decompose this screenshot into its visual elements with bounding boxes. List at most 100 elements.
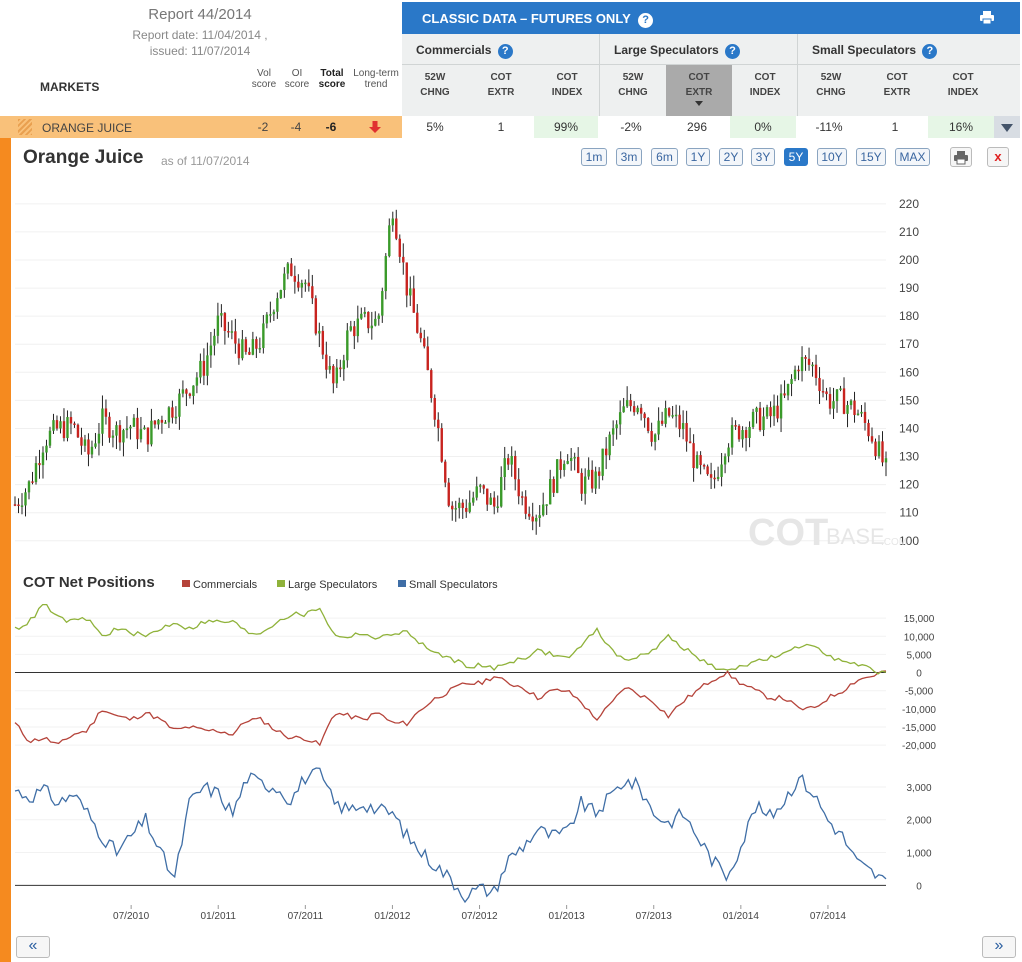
next-page-button[interactable]: » xyxy=(982,936,1016,958)
col-comm-cot-index[interactable]: COT INDEX xyxy=(534,70,600,100)
col-lspec-52w-chng[interactable]: 52W CHNG xyxy=(600,70,666,100)
col-label: COT xyxy=(886,72,908,83)
col-sspec-cot-index[interactable]: COT INDEX xyxy=(930,70,996,100)
candle-body xyxy=(493,497,496,507)
candle-body xyxy=(83,439,87,446)
small-spec-tick-label: 1,000 xyxy=(906,849,931,860)
candle-body xyxy=(741,430,744,440)
candle-body xyxy=(209,345,213,356)
candle-body xyxy=(115,425,118,436)
candle-body xyxy=(111,435,115,438)
candle-body xyxy=(622,406,625,413)
help-icon[interactable]: ? xyxy=(638,13,654,28)
help-icon[interactable]: ? xyxy=(725,44,741,59)
candle-body xyxy=(416,312,419,333)
candle-body xyxy=(832,401,835,409)
candle-body xyxy=(293,275,297,282)
x-tick-label: 07/2010 xyxy=(113,911,150,922)
candle-body xyxy=(566,461,569,464)
chart-as-of: as of 11/07/2014 xyxy=(161,154,250,168)
oi-score-value: -4 xyxy=(290,120,302,134)
candle-body xyxy=(146,427,150,445)
range-5y-button[interactable]: 5Y xyxy=(784,148,808,166)
col-label: CHNG xyxy=(420,87,450,98)
classic-data-title: CLASSIC DATA – FUTURES ONLY ? xyxy=(422,11,654,28)
range-1y-button[interactable]: 1Y xyxy=(686,148,710,166)
candle-body xyxy=(24,492,27,506)
candle-body xyxy=(716,476,720,479)
range-3m-button[interactable]: 3m xyxy=(616,148,642,166)
col-lspec-cot-extr[interactable]: COT EXTR xyxy=(666,65,732,116)
candle-body xyxy=(38,463,41,466)
candle-body xyxy=(223,313,227,331)
range-3y-button[interactable]: 3Y xyxy=(751,148,775,166)
legend-label-large-spec[interactable]: Large Speculators xyxy=(288,579,378,591)
print-chart-button[interactable] xyxy=(950,147,972,167)
cell-lspec-index: 0% xyxy=(730,116,796,138)
candle-body xyxy=(339,367,342,370)
candle-body xyxy=(706,466,709,475)
market-name[interactable]: ORANGE JUICE xyxy=(42,121,133,135)
candle-body xyxy=(297,281,300,288)
candle-body xyxy=(783,393,786,396)
col-sspec-cot-extr[interactable]: COT EXTR xyxy=(864,70,930,100)
range-max-button[interactable]: MAX xyxy=(895,148,930,166)
candle-body xyxy=(409,288,412,296)
drag-handle-icon[interactable] xyxy=(18,119,32,135)
cot-tick-label: 15,000 xyxy=(904,614,935,625)
price-tick-label: 150 xyxy=(899,393,919,407)
candle-body xyxy=(381,291,384,316)
time-x-axis: 07/2010 01/2011 07/2011 01/2012 07/2012 01/20… xyxy=(113,905,846,922)
x-tick-label: 01/2014 xyxy=(723,911,760,922)
oi-score-line2: score xyxy=(284,79,310,90)
prev-page-button[interactable]: « xyxy=(16,936,50,958)
col-lspec-cot-index[interactable]: COT INDEX xyxy=(732,70,798,100)
range-1m-button[interactable]: 1m xyxy=(581,148,607,166)
price-tick-label: 180 xyxy=(899,309,919,323)
candle-body xyxy=(314,298,318,334)
candle-body xyxy=(590,469,594,489)
candle-body xyxy=(465,507,468,512)
range-6m-button[interactable]: 6m xyxy=(651,148,678,166)
candle-body xyxy=(678,414,681,430)
market-row-orange-juice[interactable]: ORANGE JUICE -2 -4 -6 5% 1 99% -2% 296 0… xyxy=(0,116,1020,138)
candle-body xyxy=(846,405,849,414)
candle-body xyxy=(583,476,587,494)
price-tick-label: 170 xyxy=(899,337,919,351)
col-comm-cot-extr[interactable]: COT EXTR xyxy=(468,70,534,100)
range-10y-button[interactable]: 10Y xyxy=(817,148,847,166)
candle-body xyxy=(734,425,737,427)
group-small-spec-title: Small Speculators ? xyxy=(812,43,938,59)
watermark-base: BASE xyxy=(826,524,885,549)
candle-body xyxy=(227,330,230,333)
candle-body xyxy=(611,428,615,435)
printer-icon[interactable] xyxy=(980,11,994,24)
candle-body xyxy=(454,508,457,510)
candle-body xyxy=(104,408,108,417)
candle-body xyxy=(608,434,611,456)
price-tick-label: 220 xyxy=(899,197,919,211)
legend-label-small-spec[interactable]: Small Speculators xyxy=(409,579,498,591)
oi-score-header: OI score xyxy=(281,68,313,90)
expand-dropdown-button[interactable] xyxy=(994,116,1020,138)
range-15y-button[interactable]: 15Y xyxy=(856,148,886,166)
candle-body xyxy=(300,282,304,288)
trend-down-arrow-icon xyxy=(369,121,381,133)
col-comm-52w-chng[interactable]: 52W CHNG xyxy=(402,70,468,100)
col-sspec-52w-chng[interactable]: 52W CHNG xyxy=(798,70,864,100)
total-score-line2: score xyxy=(318,79,346,90)
candle-body xyxy=(643,413,646,419)
candle-body xyxy=(276,298,279,312)
legend-label-commercials[interactable]: Commercials xyxy=(193,579,258,591)
help-icon[interactable]: ? xyxy=(922,44,938,59)
help-icon[interactable]: ? xyxy=(497,44,513,59)
candle-body xyxy=(31,481,34,483)
cot-lines xyxy=(14,603,887,747)
col-label: CHNG xyxy=(618,87,648,98)
close-chart-button[interactable]: x xyxy=(987,147,1009,167)
candle-body xyxy=(52,420,55,431)
range-2y-button[interactable]: 2Y xyxy=(719,148,743,166)
candle-body xyxy=(874,441,877,457)
cot-tick-label: -5,000 xyxy=(905,687,934,698)
watermark-com: .COM xyxy=(881,537,907,548)
